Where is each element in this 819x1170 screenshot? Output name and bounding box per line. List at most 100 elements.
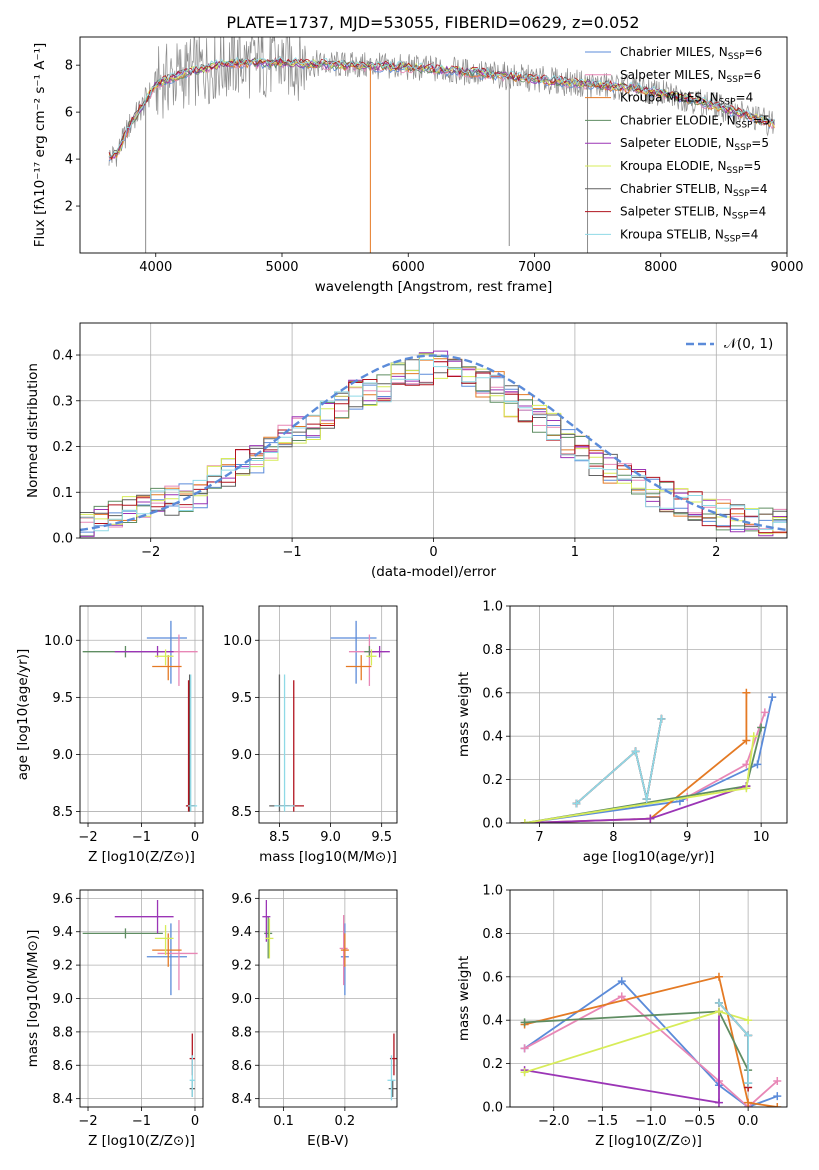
x-axis-label: E(B-V) — [307, 1133, 349, 1149]
axes-frame — [79, 889, 204, 1108]
weight-marker — [631, 747, 640, 756]
histogram-step — [80, 359, 787, 532]
weight-marker — [742, 688, 751, 697]
legend-label-text: Chabrier MILES, N — [620, 45, 728, 59]
legend-label: Kroupa MILES, NSSP=4 — [620, 91, 753, 108]
x-tick-label: 8 — [609, 830, 617, 845]
axes-frame — [79, 605, 204, 824]
errorbar-point — [188, 674, 198, 812]
x-axis-label: age [log10(age/yr)] — [583, 849, 715, 865]
x-tick-label: −1.5 — [587, 1114, 619, 1129]
errorbar-point — [157, 634, 198, 686]
weight-marker — [744, 1031, 753, 1040]
errorbar-point — [262, 900, 271, 942]
errorbar-point — [278, 680, 304, 812]
legend-label: Salpeter MILES, NSSP=6 — [620, 68, 761, 85]
y-axis-label: mass weight — [456, 956, 472, 1041]
legend-label-suffix: =4 — [741, 227, 759, 241]
y-tick-label: 0.4 — [482, 730, 503, 745]
plot-area-z_mass_weight — [520, 972, 782, 1107]
errorbar-point — [340, 933, 349, 967]
y-tick-label: 8.4 — [52, 1092, 73, 1107]
legend-label: 𝒩(0, 1) — [724, 336, 773, 352]
x-axis-label: Z [log10(Z/Z⊙)] — [595, 1133, 702, 1149]
errorbar-point — [114, 645, 174, 658]
y-tick-label: 0.0 — [52, 532, 73, 547]
legend-label-suffix: =5 — [751, 136, 769, 150]
panel-age_mass_weight: 7 8 9 10 0.0 0.2 0.4 0.6 0.8 1.0 age [log10(age/yr… — [456, 600, 788, 865]
y-tick-label: 8.4 — [231, 1092, 252, 1107]
y-axis-label: mass weight — [456, 672, 472, 757]
panel-z_vs_mass: −2 −1 0 8.4 8.6 8.8 9.0 9.2 9.4 9.6 Z [log10(Z/Z⊙)… — [25, 889, 204, 1149]
y-tick-label: 8.5 — [231, 805, 252, 820]
panel-mass_vs_age: 8.5 9.0 9.5 8.5 9.0 9.5 10.0 mass [log10(M/M⊙)] — [223, 605, 398, 865]
legend-label: Chabrier MILES, NSSP=6 — [620, 45, 762, 62]
errorbar-point — [152, 655, 182, 681]
axes-frame — [509, 605, 788, 824]
legend-label: Chabrier ELODIE, NSSP=5 — [620, 113, 770, 130]
y-tick-label: 1.0 — [482, 884, 503, 899]
x-tick-label: −2.0 — [538, 1114, 570, 1129]
y-tick-label: 8.6 — [231, 1059, 252, 1074]
y-tick-label: 0.3 — [52, 394, 73, 409]
x-tick-label: 5000 — [265, 260, 298, 275]
x-tick-label: 6000 — [392, 260, 425, 275]
errorbar-point — [369, 645, 390, 658]
plot-area-spectrum — [108, 37, 775, 253]
weight-marker — [773, 1076, 782, 1085]
legend-label-suffix: =6 — [743, 68, 761, 82]
y-tick-label: 8.8 — [231, 1025, 252, 1040]
weight-marker — [572, 799, 581, 808]
x-tick-label: −1 — [283, 545, 302, 560]
plot-area-residual_hist — [80, 350, 787, 537]
errorbar-point — [146, 923, 187, 996]
y-tick-label: 9.4 — [231, 925, 252, 940]
y-tick-label: 9.6 — [231, 892, 252, 907]
y-tick-label: 9.0 — [52, 748, 73, 763]
y-tick-label: 2 — [65, 200, 73, 215]
legend-label-sub: SSP — [736, 120, 753, 130]
x-axis-label: mass [log10(M/M⊙)] — [259, 849, 397, 865]
y-tick-label: 0.2 — [482, 1057, 503, 1072]
weight-marker — [657, 714, 666, 723]
legend-label: Salpeter STELIB, NSSP=4 — [620, 205, 766, 222]
x-axis-label: wavelength [Angstrom, rest frame] — [315, 279, 553, 295]
y-tick-label: 9.4 — [52, 925, 73, 940]
weight-line — [575, 718, 663, 805]
weight-marker — [714, 1098, 723, 1107]
legend-label-text: Kroupa STELIB, N — [620, 227, 724, 241]
panel-z_mass_weight: −2.0 −1.5 −1.0 −0.5 0.0 0.0 0.2 0.4 0.6 0.8 1.0 Z [… — [456, 884, 788, 1149]
weight-marker — [742, 736, 751, 745]
y-tick-label: 9.2 — [52, 959, 73, 974]
legend-label-suffix: =5 — [743, 159, 761, 173]
legend-label-sub: SSP — [733, 189, 750, 199]
axes-frame — [79, 36, 788, 254]
x-tick-label: 0.1 — [273, 1114, 294, 1129]
y-tick-label: 0.4 — [482, 1014, 503, 1029]
x-tick-label: −1 — [132, 830, 151, 845]
legend-label-suffix: =4 — [736, 91, 754, 105]
legend-label-suffix: =4 — [750, 182, 768, 196]
errorbar-point — [387, 1055, 396, 1101]
weight-marker — [714, 1007, 723, 1016]
x-tick-label: 9 — [683, 830, 691, 845]
weight-marker — [520, 819, 529, 823]
y-axis-label: Flux [fλ10⁻¹⁷ erg cm⁻² s⁻¹ A⁻¹] — [32, 43, 48, 248]
legend-label-sub: SSP — [724, 234, 741, 244]
weight-marker — [773, 1092, 782, 1101]
axes-frame — [79, 322, 788, 539]
x-tick-label: −2 — [78, 830, 97, 845]
weight-marker — [714, 998, 723, 1007]
x-axis-label: Z [log10(Z/Z⊙)] — [88, 1133, 195, 1149]
panel-z_vs_age: −2 −1 0 8.5 9.0 9.5 10.0 Z [log10(Z/Z⊙)] age [lo… — [15, 605, 204, 865]
weight-marker — [520, 1044, 529, 1053]
weight-marker — [773, 1103, 782, 1107]
legend-label: Chabrier STELIB, NSSP=4 — [620, 182, 768, 199]
y-tick-label: 0.0 — [482, 817, 503, 832]
errorbar-point — [157, 920, 198, 991]
y-tick-label: 9.0 — [231, 992, 252, 1007]
errorbar-point — [388, 1080, 397, 1097]
x-tick-label: 0.2 — [335, 1114, 356, 1129]
errorbar-point — [265, 918, 274, 959]
axes-frame — [258, 605, 398, 824]
